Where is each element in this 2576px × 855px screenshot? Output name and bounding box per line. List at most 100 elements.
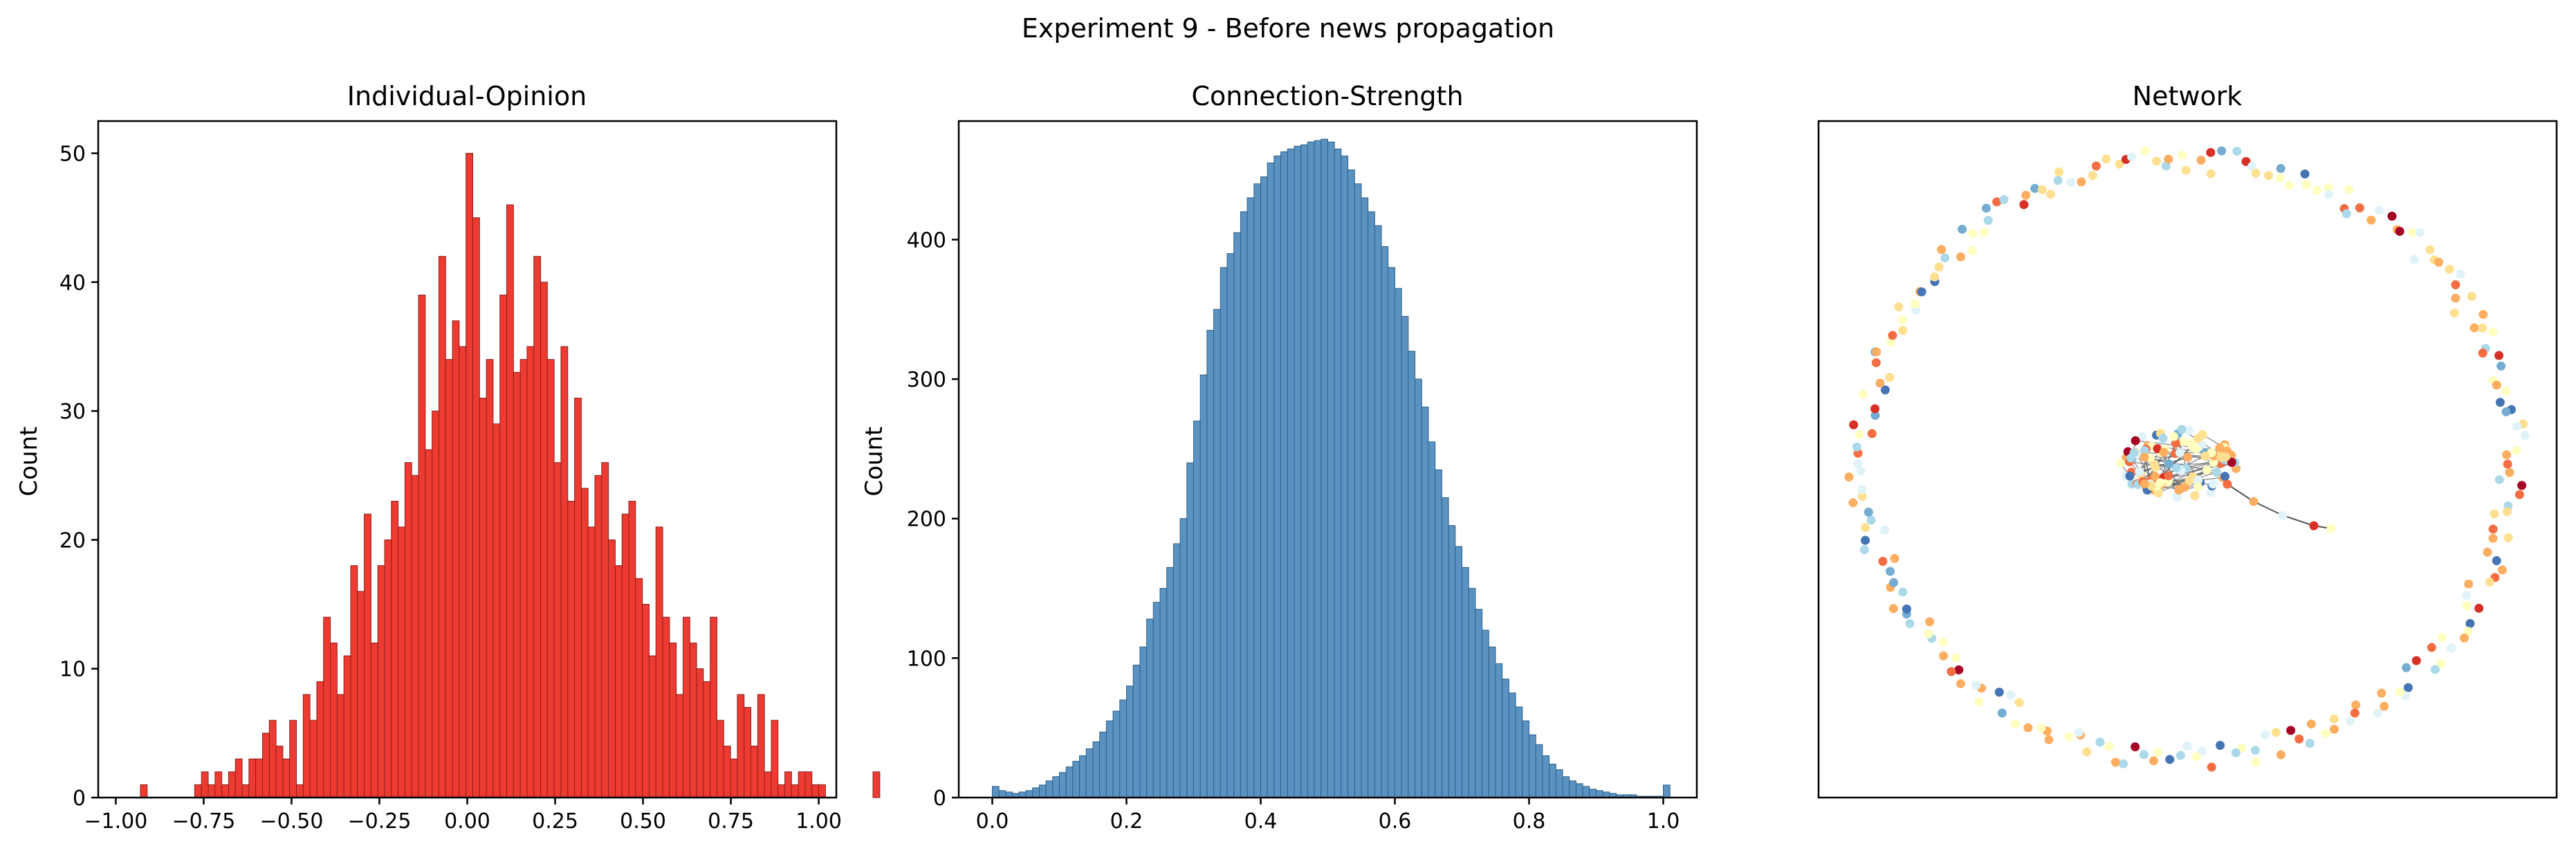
network-node — [1857, 485, 1867, 495]
opinion-bar — [682, 616, 690, 798]
network-node — [2294, 734, 2304, 744]
strength-x-tick-label: 0.0 — [976, 809, 1009, 834]
network-node — [1886, 567, 1895, 576]
network-node — [2462, 591, 2472, 600]
network-node — [2215, 443, 2225, 452]
opinion-bar — [296, 784, 304, 798]
opinion-bar — [594, 475, 602, 798]
network-node — [2054, 167, 2064, 177]
network-node — [1947, 667, 1956, 677]
network-node — [2159, 448, 2169, 457]
network-node — [2036, 723, 2046, 733]
strength-bar — [1368, 211, 1375, 798]
strength-bar — [1327, 141, 1335, 798]
strength-bar — [1314, 140, 1322, 798]
strength-bar — [1542, 755, 1550, 798]
opinion-bar — [214, 771, 223, 798]
opinion-bar — [140, 784, 148, 798]
strength-bar — [1092, 741, 1101, 798]
strength-bar — [1287, 148, 1295, 798]
network-node — [2517, 481, 2527, 490]
opinion-bar — [642, 604, 650, 798]
strength-histogram-panel: Connection-Strength Count 0.0 0.2 0.4 0.6 0.… — [861, 81, 1698, 834]
network-node — [2077, 177, 2086, 187]
network-node — [2150, 472, 2160, 481]
opinion-bar — [302, 694, 311, 798]
strength-bar — [1220, 267, 1228, 798]
strength-chart-title: Connection-Strength — [1191, 81, 1463, 111]
strength-bar — [1307, 141, 1315, 798]
network-node — [2184, 425, 2194, 435]
network-panel: Network — [1817, 81, 2558, 799]
network-node — [2206, 169, 2216, 178]
strength-bar — [1448, 525, 1456, 798]
network-node — [2140, 146, 2150, 156]
strength-y-axis-label: Count — [861, 427, 888, 497]
opinion-bar — [282, 758, 291, 798]
network-node — [2216, 740, 2225, 750]
strength-ticks: 0.0 0.2 0.4 0.6 0.8 1.0 0 100 200 300 400 — [907, 228, 1680, 834]
network-node — [2497, 565, 2507, 575]
network-node — [2488, 524, 2498, 534]
opinion-bar — [432, 410, 439, 798]
network-node — [1875, 378, 1885, 388]
network-node — [2503, 507, 2512, 517]
network-node — [2174, 485, 2184, 495]
network-node — [1888, 331, 1897, 340]
strength-bar — [1280, 151, 1288, 798]
strength-bar — [1179, 518, 1188, 798]
network-node — [2193, 482, 2202, 492]
opinion-bar — [560, 346, 569, 798]
opinion-bar — [323, 616, 331, 798]
network-node — [2366, 215, 2376, 225]
opinion-bar — [601, 462, 609, 798]
network-node — [2478, 310, 2488, 320]
network-node — [2324, 190, 2334, 199]
opinion-x-tick-label: −0.50 — [259, 809, 323, 834]
network-node — [2503, 459, 2512, 469]
network-node — [2264, 171, 2274, 181]
network-node — [2445, 264, 2454, 274]
strength-bar — [1388, 267, 1396, 798]
opinion-bars — [140, 153, 881, 798]
network-node — [2324, 183, 2333, 192]
network-node — [2488, 533, 2498, 543]
network-node — [2129, 448, 2139, 458]
opinion-bar — [689, 642, 697, 798]
opinion-bar — [350, 565, 358, 798]
network-node — [2467, 291, 2476, 301]
network-node — [2155, 478, 2165, 488]
network-node — [1956, 252, 1965, 261]
opinion-bar — [309, 719, 318, 798]
opinion-bar — [628, 501, 636, 798]
network-node — [2501, 387, 2510, 396]
network-node — [2459, 633, 2469, 643]
strength-y-tick-label: 0 — [933, 787, 946, 811]
network-node — [2227, 457, 2236, 467]
strength-bar — [1468, 588, 1476, 798]
opinion-bar — [696, 668, 704, 798]
network-node — [2191, 752, 2201, 762]
network-node — [2110, 757, 2120, 767]
network-node — [2217, 146, 2227, 156]
network-node — [1857, 492, 1867, 502]
network-node — [2164, 471, 2173, 481]
network-node — [2021, 190, 2031, 200]
network-node — [2355, 203, 2364, 213]
network-node — [2492, 556, 2501, 566]
strength-y-tick-label: 200 — [907, 508, 946, 532]
network-node — [1880, 526, 1890, 535]
network-node — [2425, 245, 2435, 255]
network-node — [2178, 150, 2187, 160]
strength-bar — [1152, 602, 1161, 798]
network-node — [2241, 157, 2251, 167]
network-node — [2464, 579, 2474, 589]
opinion-bar — [370, 642, 378, 798]
opinion-bar — [248, 758, 257, 798]
network-node — [2463, 627, 2473, 636]
strength-bar — [1482, 629, 1489, 798]
network-chart-title: Network — [2133, 81, 2243, 111]
network-node — [2306, 719, 2316, 729]
opinion-bar — [357, 591, 365, 798]
